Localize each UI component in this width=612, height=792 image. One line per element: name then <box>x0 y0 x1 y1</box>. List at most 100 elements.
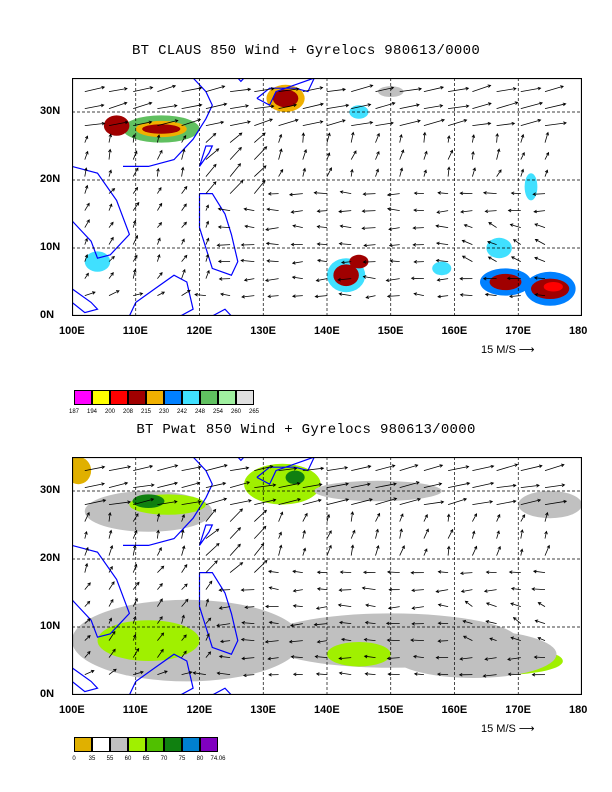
legend-label: 55 <box>106 756 114 762</box>
wind-arrow <box>254 525 267 539</box>
wind-arrow <box>537 602 546 607</box>
legend-swatch <box>92 390 110 405</box>
wind-arrow <box>157 237 161 245</box>
wind-arrow <box>534 293 546 297</box>
wind-arrow <box>229 527 241 539</box>
x-tick-label: 160E <box>441 325 468 337</box>
wind-arrow <box>544 499 568 505</box>
wind-arrow <box>205 528 220 539</box>
coastline <box>128 274 194 316</box>
wind-arrow <box>302 120 324 126</box>
wind-arrow <box>157 253 161 262</box>
wind-arrow <box>84 650 91 658</box>
wind-arrow <box>84 465 106 471</box>
wind-arrow <box>292 588 303 593</box>
wind-arrow <box>241 294 255 299</box>
legend-swatch <box>182 737 200 752</box>
x-tick-label: 120E <box>186 325 213 337</box>
wind-arrow <box>254 509 268 522</box>
legend-label: 65 <box>142 756 150 762</box>
wind-arrow <box>205 464 228 471</box>
wind-arrow <box>544 530 548 539</box>
wind-arrow <box>315 606 328 610</box>
wind-arrow <box>351 482 371 488</box>
wind-arrow <box>350 511 355 522</box>
y-tick-label: 30N <box>40 484 61 496</box>
wind-arrow <box>84 499 107 505</box>
wind-arrow <box>496 530 500 539</box>
wind-arrow <box>157 291 166 296</box>
wind-arrow <box>482 674 497 678</box>
wind-arrow <box>268 673 279 677</box>
wind-arrow <box>386 207 400 211</box>
wind-arrow <box>216 623 231 628</box>
wind-arrow <box>437 570 449 574</box>
wind-arrow <box>326 482 350 488</box>
wind-arrow <box>194 292 206 297</box>
wind-arrow <box>133 101 153 109</box>
y-tick-label: 0N <box>40 309 55 321</box>
wind-arrow <box>267 569 279 574</box>
wind-arrow <box>108 203 113 211</box>
wind-arrow <box>132 581 140 590</box>
wind-arrow <box>181 670 193 675</box>
pwat-region <box>72 457 92 485</box>
wind-arrow <box>446 135 451 143</box>
wind-arrow <box>532 192 546 196</box>
wind-arrow <box>205 204 209 211</box>
wind-arrow <box>315 672 328 676</box>
cloud-cell <box>489 273 522 291</box>
wind-arrow <box>507 672 521 677</box>
coastline <box>212 308 232 316</box>
wind-arrow <box>520 151 525 160</box>
coastline <box>72 165 131 259</box>
wind-arrow <box>375 86 395 92</box>
wind-arrow <box>254 118 273 126</box>
wind-arrow <box>132 201 140 211</box>
wind-arrow <box>108 465 132 471</box>
wind-arrow <box>459 293 473 297</box>
wind-arrow <box>338 209 352 214</box>
wind-arrow <box>302 167 306 177</box>
wind-arrow <box>132 513 139 522</box>
map-canvas <box>72 78 582 316</box>
wind-arrow <box>544 102 567 109</box>
wind-arrow <box>108 511 112 522</box>
wind-arrow <box>375 464 396 471</box>
wind-arrow <box>483 589 497 593</box>
wind-arrow <box>291 294 303 298</box>
wind-arrow <box>423 86 445 92</box>
wind-arrow <box>181 134 187 143</box>
wind-vectors <box>84 84 567 299</box>
wind-arrow <box>157 565 165 573</box>
wind-arrow <box>411 588 424 593</box>
x-tick-label: 170E <box>505 704 531 716</box>
wind-arrow <box>132 615 137 624</box>
wind-arrow <box>292 672 303 677</box>
wind-arrow <box>132 563 138 573</box>
pwat-region <box>327 641 391 667</box>
wind-arrow <box>351 121 374 126</box>
wind-arrow <box>278 133 283 143</box>
wind-arrow <box>230 466 250 471</box>
pwat-region <box>518 491 582 519</box>
wind-arrow <box>464 600 473 607</box>
wind-arrow <box>410 638 424 642</box>
wind-arrow <box>267 192 279 196</box>
wind-arrow <box>447 166 451 177</box>
wind-arrow <box>205 560 218 573</box>
wind-arrow <box>181 514 185 522</box>
wind-arrow <box>278 168 284 177</box>
legend-swatch <box>92 737 110 752</box>
wind-arrow <box>240 258 255 263</box>
wind-arrow <box>423 548 428 556</box>
wind-scale-label: 15 M/S ⟶ <box>481 723 535 735</box>
wind-arrow <box>229 508 243 522</box>
wind-arrow <box>386 656 400 661</box>
wind-arrow <box>544 121 567 126</box>
cloud-cell <box>432 261 452 276</box>
wind-arrow <box>487 256 497 262</box>
wind-arrow <box>181 634 187 641</box>
wind-arrow <box>229 481 251 488</box>
wind-arrow <box>399 119 421 126</box>
